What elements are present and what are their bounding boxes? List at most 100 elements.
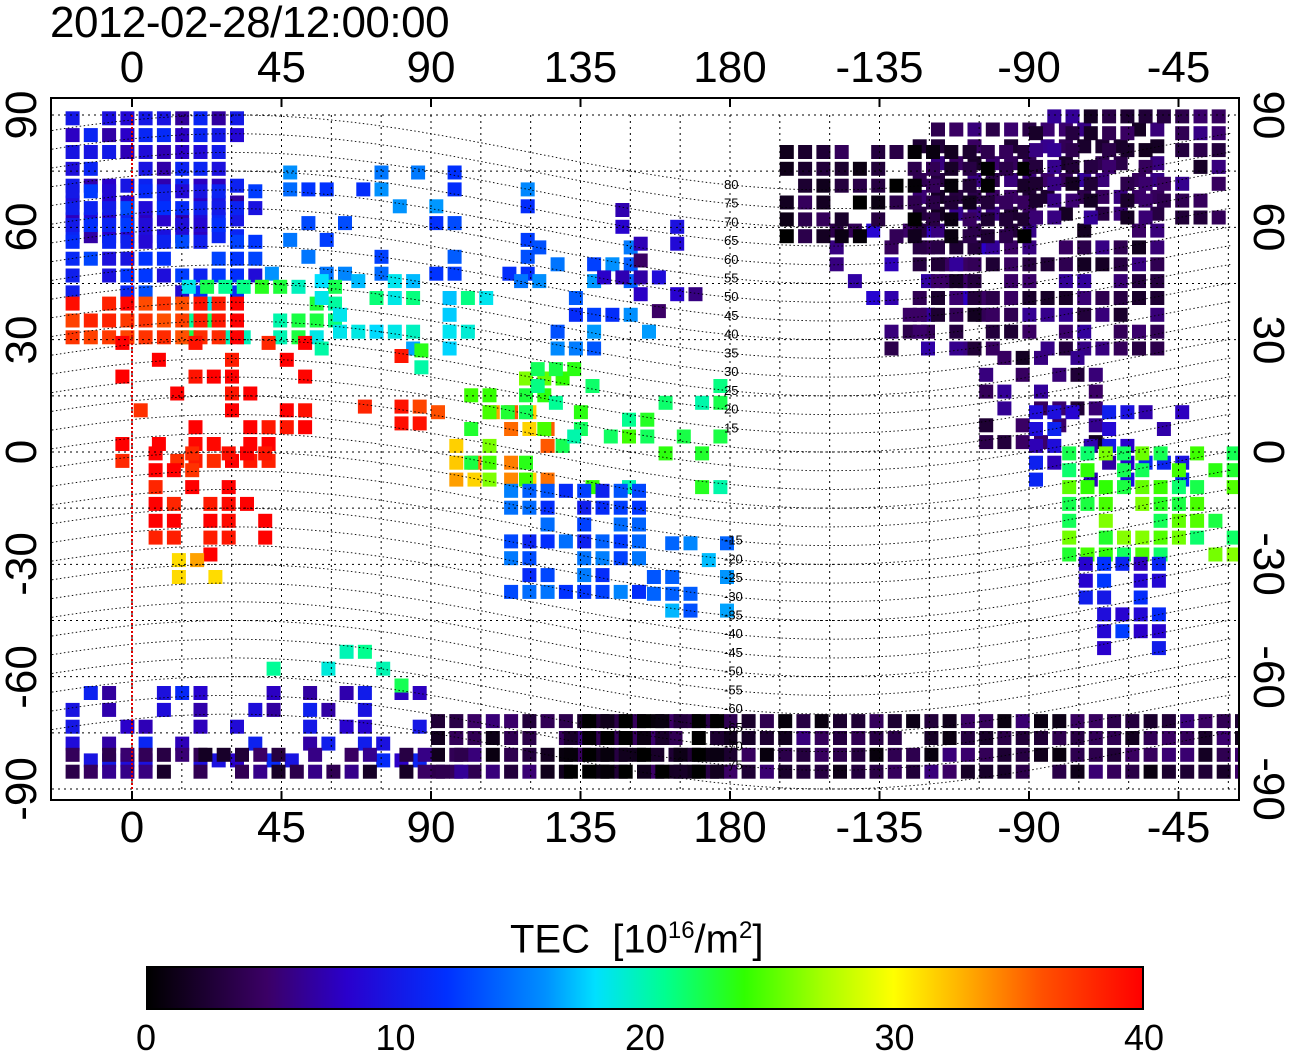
tec-cell [1132,257,1146,272]
tec-cell [540,517,555,532]
tec-cell [301,249,316,264]
tec-cell [798,229,813,244]
tec-cell [997,384,1012,399]
tec-cell [1034,731,1048,745]
tec-cell [1102,405,1117,420]
tec-cell [1120,126,1135,141]
tec-cell [1235,764,1238,779]
tec-cell [460,324,475,339]
tec-cell [568,307,583,322]
units-exponent-2: 2 [738,917,753,944]
tec-cell [200,279,215,294]
tec-cell [1088,764,1103,779]
tec-cell [577,517,592,532]
tec-cell [273,279,288,294]
tec-cell [1102,159,1117,174]
tec-cell [211,251,226,266]
tec-cell [504,483,519,498]
tec-cell [1133,556,1148,571]
tec-cell [1180,747,1195,762]
tec-cell [1175,143,1190,158]
tec-cell [1029,455,1043,470]
tec-cell [710,747,725,762]
tec-cell [889,178,904,193]
tec-cell [185,463,200,478]
tec-cell [834,145,849,159]
tec-cell [540,568,555,583]
tec-cell [1080,496,1095,511]
tec-cell [582,714,597,729]
tec-cell [907,195,922,210]
tec-cell [985,257,1000,272]
tec-cell [188,369,203,384]
tec-cell [931,122,945,137]
tec-cell [102,702,117,717]
tec-cell [889,229,904,244]
tec-cell [967,257,982,272]
tec-cell [924,731,939,745]
tec-cell [1125,714,1140,729]
tec-cell [871,161,886,176]
tec-cell [779,229,794,244]
colorbar-tick: 20 [624,1017,666,1058]
tec-cell [447,266,462,281]
tec-cell [1095,189,1110,204]
tec-cell [500,405,515,420]
tec-cell [148,496,163,511]
tec-cell [1190,530,1205,545]
tec-cell [1022,274,1037,289]
tec-cell [291,279,306,294]
tec-cell [600,714,615,729]
tec-cell [1017,212,1032,227]
tec-cell [1047,159,1062,174]
tec-cell [816,212,831,227]
tec-cell [166,463,181,478]
tec-cell [482,472,497,487]
tec-cell [519,472,533,487]
tec-cell [1211,176,1226,191]
tec-cell [1102,126,1117,141]
tec-cell [230,128,244,143]
colorbar [146,966,1144,1010]
contour-label: -55 [724,682,743,697]
tec-cell [1180,764,1195,779]
tec-cell [65,296,80,311]
tec-cell [65,201,80,216]
tec-cell [967,122,982,137]
tec-cell [1153,530,1168,545]
tec-cell [585,379,600,393]
tec-cell [333,307,347,322]
tec-cell [796,731,811,745]
tec-cell [1113,341,1128,356]
tec-cell [1120,143,1135,158]
tec-cell [962,161,977,176]
tec-cell [394,349,409,363]
tec-cell [889,145,904,159]
tec-cell [605,307,620,322]
tec-cell [504,731,519,745]
tec-cell [1083,126,1098,141]
tec-cell [1150,291,1165,305]
tec-cell [563,764,578,779]
tec-cell [120,313,135,328]
tec-cell [646,570,661,584]
lon-tick-top: -90 [997,43,1061,92]
tec-cell [1156,109,1171,124]
tec-cell [1193,143,1208,158]
tec-cell [193,111,208,126]
tec-map: 80 75 70 65 60 55 50 45 40 35 30 25 20 15 -15 -20 -25 -30… [52,99,1238,799]
tec-cell [522,764,537,779]
tec-cell [884,341,899,356]
tec-cell [206,437,221,451]
tec-cell [1235,731,1238,745]
tec-cell [442,341,457,356]
tec-cell [1098,480,1113,495]
tec-cell [979,747,994,762]
tec-cell [558,483,573,498]
tec-cell [65,234,80,249]
tec-cell [1080,480,1095,495]
tec-cell [376,736,391,751]
tec-cell [1151,573,1166,588]
tec-cell [156,234,171,249]
tec-cell [884,240,899,255]
